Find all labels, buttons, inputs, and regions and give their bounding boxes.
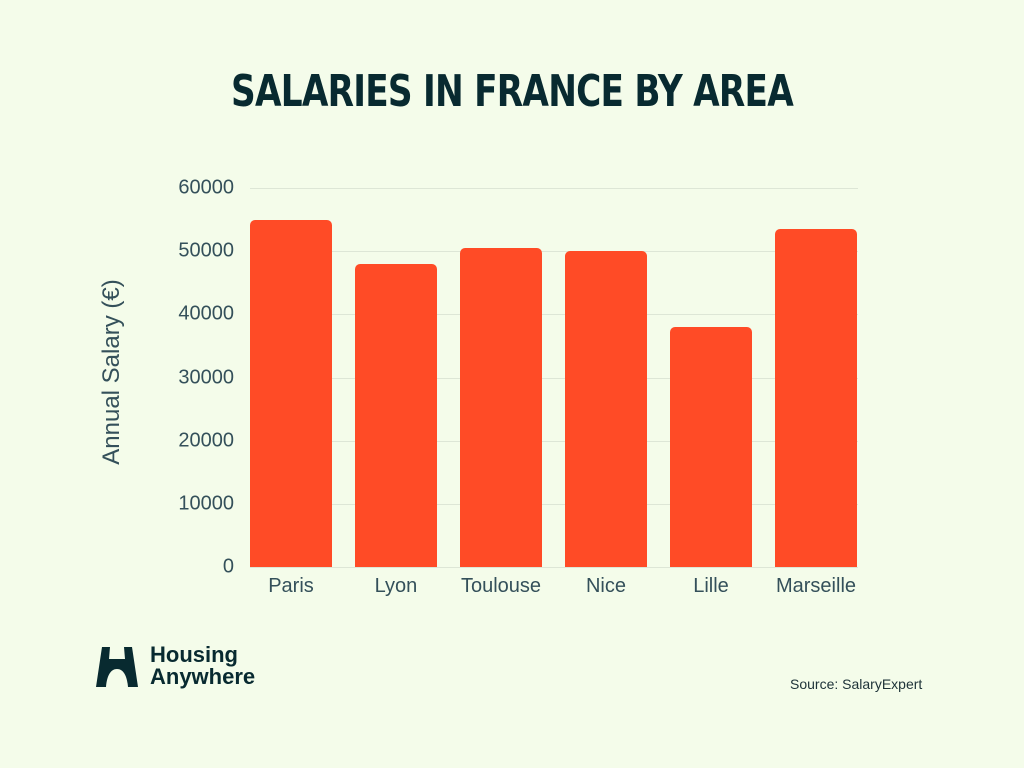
gridline bbox=[250, 314, 858, 316]
gridline bbox=[250, 440, 858, 442]
x-tick-label: Paris bbox=[268, 575, 314, 597]
x-tick-label: Toulouse bbox=[460, 575, 542, 597]
bar-toulouse bbox=[460, 248, 542, 567]
source-note: Source: SalaryExpert bbox=[790, 676, 923, 692]
x-tick-label: Lille bbox=[693, 575, 729, 597]
gridline bbox=[250, 503, 858, 505]
y-tick-label: 10000 bbox=[178, 492, 234, 515]
bar-nice bbox=[565, 251, 647, 567]
gridline bbox=[250, 377, 858, 379]
chart-title: SALARIES IN FRANCE BY AREA bbox=[231, 66, 794, 117]
bar-paris bbox=[250, 219, 332, 567]
bar-lille bbox=[670, 326, 752, 567]
x-tick-label: Nice bbox=[585, 575, 626, 597]
x-tick-label: Marseille bbox=[775, 575, 857, 597]
brand-name: Housing Anywhere bbox=[150, 644, 255, 688]
y-tick-label: 30000 bbox=[178, 366, 234, 388]
housing-anywhere-logo-icon bbox=[96, 647, 138, 687]
y-tick-label: 20000 bbox=[178, 429, 234, 452]
y-tick-label: 40000 bbox=[178, 302, 234, 325]
bar-marseille bbox=[775, 229, 857, 567]
gridline bbox=[250, 251, 858, 253]
y-axis-label: Annual Salary (€) bbox=[98, 279, 125, 465]
y-tick-label: 0 bbox=[222, 555, 234, 578]
y-tick-label: 50000 bbox=[178, 239, 234, 262]
gridline bbox=[250, 188, 858, 189]
bar-lyon bbox=[355, 263, 437, 567]
brand-line-1: Housing bbox=[150, 642, 238, 667]
brand-line-2: Anywhere bbox=[150, 664, 256, 689]
brand-logo: Housing Anywhere bbox=[94, 644, 255, 688]
y-tick-label: 60000 bbox=[178, 176, 234, 199]
x-tick-label: Lyon bbox=[374, 575, 418, 597]
plot-area bbox=[250, 188, 858, 568]
gridline bbox=[250, 567, 858, 568]
